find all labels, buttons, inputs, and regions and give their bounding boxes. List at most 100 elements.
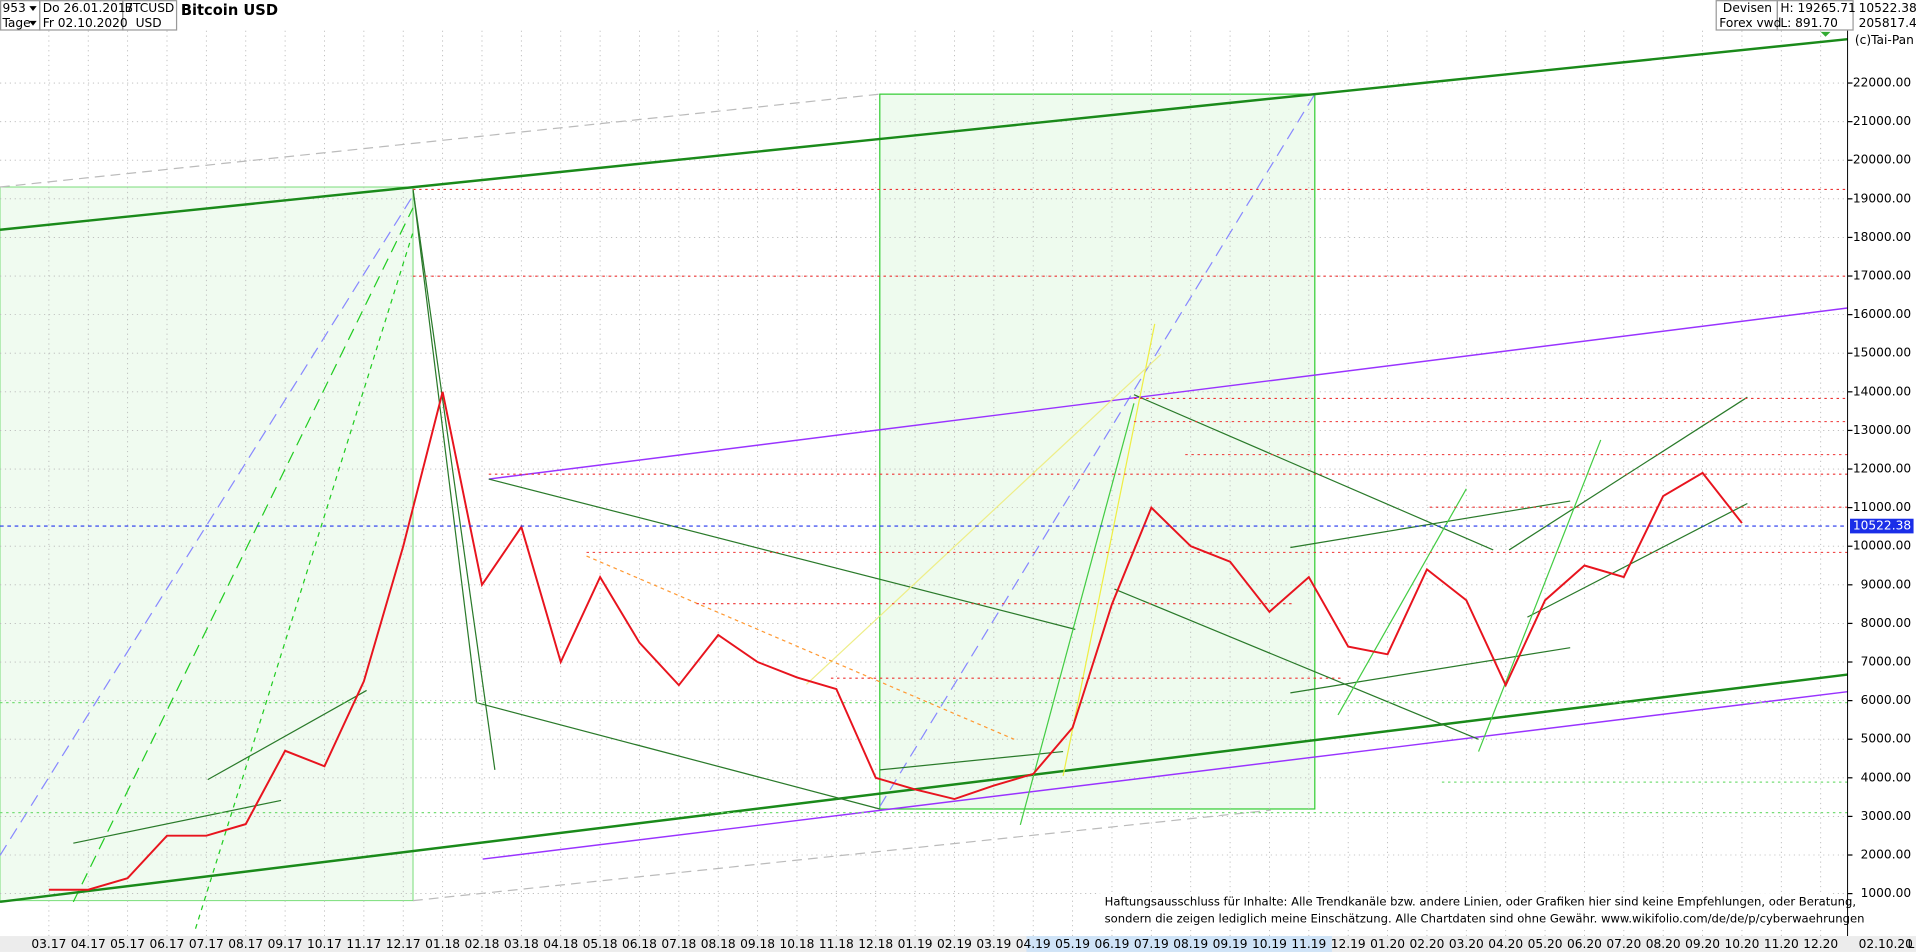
- disclaimer-line: sondern die zeigen lediglich meine Einsc…: [1105, 911, 1865, 925]
- dropdown-icon[interactable]: [29, 6, 37, 12]
- x-tick-label: 10.19: [1252, 937, 1287, 951]
- trend-line: [412, 189, 496, 770]
- disclaimer-bg: [1099, 892, 1833, 929]
- y-tick-label: 20000.00: [1853, 153, 1911, 167]
- y-tick-label: 9000.00: [1861, 577, 1911, 591]
- x-tick-label: 02.19: [937, 937, 972, 951]
- trend-line: [1477, 439, 1602, 752]
- trend-line: [72, 207, 414, 903]
- last-price-box: [1850, 518, 1914, 534]
- period: Tage: [1, 16, 30, 30]
- header: [0, 0, 1916, 31]
- trend-lines: [0, 37, 1848, 929]
- x-axis: 03.17 04.17 05.17 06.17 07.17 08.17 09.17 10.17…: [31, 937, 1838, 951]
- x-tick-label: 06.17: [150, 937, 185, 951]
- y-tick-label: 14000.00: [1853, 384, 1911, 398]
- header-box: [122, 0, 178, 31]
- trend-line: [1290, 500, 1571, 549]
- y-tick-label: 2000.00: [1861, 848, 1911, 862]
- symbol: BTCUSD: [125, 1, 175, 15]
- trend-line: [412, 189, 478, 703]
- currency: USD: [136, 16, 162, 30]
- trend-line: [194, 232, 414, 929]
- volume: 205817.4/: [1859, 16, 1916, 30]
- header-box: [1776, 0, 1854, 31]
- x-tick-label: 01.19: [898, 937, 933, 951]
- y-tick-label: 8000.00: [1861, 616, 1911, 630]
- price-plot: [0, 391, 1848, 891]
- x-tick-label: 06.18: [622, 937, 657, 951]
- chart-title: Bitcoin USD: [181, 2, 278, 19]
- y-axis: 1000.00 2000.00 3000.00 4000.00 5000.00 6000.…: [1847, 76, 1911, 900]
- y-tick-label: 7000.00: [1861, 655, 1911, 669]
- y-tick-label: 1000.00: [1861, 886, 1911, 900]
- scale-label: L: [1907, 937, 1914, 951]
- y-tick-label: 12000.00: [1853, 462, 1911, 476]
- x-tick-label: 11.19: [1291, 937, 1326, 951]
- trend-line: [879, 93, 1316, 807]
- channel-line: [0, 37, 1848, 231]
- trend-line: [488, 478, 1076, 630]
- y-tick-label: 4000.00: [1861, 770, 1911, 784]
- trend-line: [1527, 502, 1748, 618]
- y-tick-label: 15000.00: [1853, 346, 1911, 360]
- x-tick-label: 05.20: [1528, 937, 1563, 951]
- x-tick-label: 04.20: [1488, 937, 1523, 951]
- trend-line: [806, 353, 1162, 685]
- end-date: Fr 02.10.2020: [43, 16, 128, 30]
- x-tick-label: 07.20: [1606, 937, 1641, 951]
- x-tick-label: 07.18: [661, 937, 696, 951]
- x-tick-label: 10.20: [1724, 937, 1759, 951]
- x-tick-label: 02.20: [1409, 937, 1444, 951]
- x-tick-label: 12.18: [858, 937, 893, 951]
- y-tick-label: 22000.00: [1853, 76, 1911, 90]
- trend-line: [1337, 488, 1467, 716]
- marker: [1820, 31, 1831, 37]
- y-tick-label: 10000.00: [1853, 539, 1911, 553]
- high: H: 19265.71: [1780, 1, 1855, 15]
- trend-line: [73, 799, 282, 844]
- trend-line: [1290, 647, 1571, 694]
- x-tick-label: 01.18: [425, 937, 460, 951]
- x-tick-label: 10.17: [307, 937, 342, 951]
- price-line: [48, 391, 1743, 891]
- y-tick-label: 3000.00: [1861, 809, 1911, 823]
- channel-line: [488, 307, 1848, 480]
- x-axis-highlight: [1026, 936, 1332, 952]
- drawings: [0, 93, 1316, 902]
- y-tick-label: 5000.00: [1861, 732, 1911, 746]
- x-tick-label: 08.17: [228, 937, 263, 951]
- start-date: Do 26.01.2017: [43, 1, 134, 15]
- x-tick-label: 08.20: [1646, 937, 1681, 951]
- date-label: 02.10.20: [1859, 937, 1913, 951]
- last-price-label: 10522.38: [1853, 519, 1911, 533]
- trend-line: [1062, 323, 1156, 777]
- low: L: 891.70: [1780, 16, 1838, 30]
- x-tick-label: 05.19: [1055, 937, 1090, 951]
- x-tick-label: 06.19: [1094, 937, 1129, 951]
- last-price: 10522.38: [1859, 1, 1916, 15]
- y-tick-label: 6000.00: [1861, 693, 1911, 707]
- bars: 953: [2, 1, 25, 15]
- x-tick-label: 03.18: [504, 937, 539, 951]
- trend-line: [1019, 403, 1135, 826]
- x-tick-label: 11.20: [1764, 937, 1799, 951]
- trend-line: [879, 750, 1064, 771]
- x-tick-label: 01.20: [1370, 937, 1405, 951]
- x-tick-label: 03.17: [31, 937, 66, 951]
- source: Forex vwd: [1719, 16, 1781, 30]
- trend-line: [476, 702, 880, 810]
- x-tick-label: 08.18: [701, 937, 736, 951]
- x-tick-label: 07.17: [189, 937, 224, 951]
- y-tick-label: 11000.00: [1853, 500, 1911, 514]
- x-tick-label: 07.19: [1134, 937, 1169, 951]
- dropdown-icon[interactable]: [29, 20, 37, 26]
- y-tick-label: 16000.00: [1853, 307, 1911, 321]
- y-tick-label: 21000.00: [1853, 114, 1911, 128]
- x-tick-label: 12.17: [386, 937, 421, 951]
- axis-panel: [1847, 0, 1916, 952]
- x-tick-label: 06.20: [1567, 937, 1602, 951]
- trend-line: [1508, 396, 1748, 551]
